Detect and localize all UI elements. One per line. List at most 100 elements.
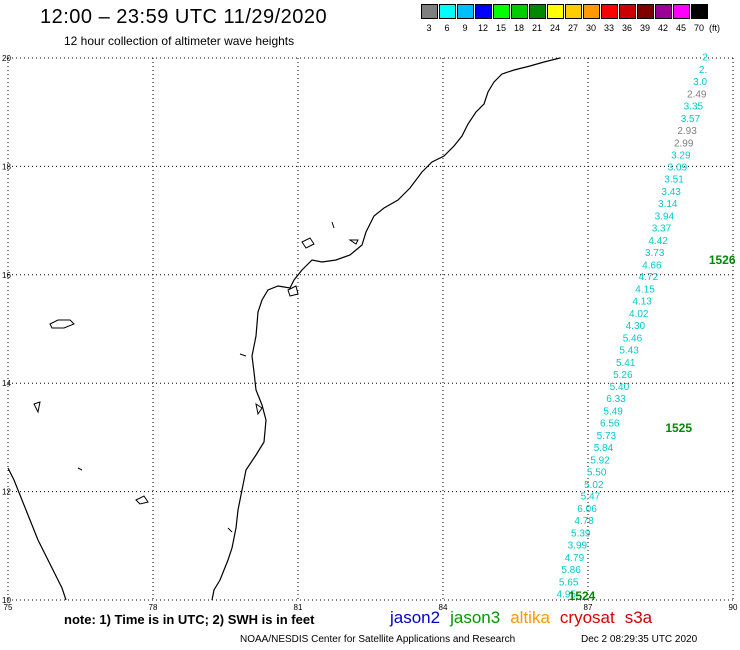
wave-height-value: 5.84	[594, 443, 614, 454]
wave-height-value: 3.09	[668, 163, 688, 174]
satellite-track: 4.955.655.864.793.995.39 4.786.065.475.02…	[557, 53, 711, 601]
wave-height-value: 5.41	[616, 358, 636, 369]
wave-height-value: 3.99	[568, 541, 588, 552]
wave-height-value: 4.72	[639, 272, 659, 283]
wave-height-value: 2.99	[674, 138, 694, 149]
wave-height-value: 6.33	[606, 394, 626, 405]
satellite-legend: jason2 jason3 altika cryosat s3a	[390, 608, 662, 628]
footer-credit: NOAA/NESDIS Center for Satellite Applica…	[240, 634, 516, 645]
wave-height-value: 3.57	[681, 114, 701, 125]
colorbar-swatch	[529, 4, 546, 19]
lat-tick-label: 16	[2, 271, 11, 280]
colorbar-swatch	[547, 4, 564, 19]
colorbar-label: 21	[531, 23, 542, 33]
island-shape	[239, 353, 247, 357]
lon-tick-label: 75	[4, 603, 13, 612]
colorbar-label: 70	[693, 23, 704, 33]
colorbar-label: 39	[639, 23, 650, 33]
legend-item-jason3: jason3	[450, 608, 501, 627]
wave-height-value: 5.50	[587, 467, 607, 478]
lat-tick-label: 20	[2, 54, 11, 63]
colorbar-swatch	[475, 4, 492, 19]
colorbar-swatch	[565, 4, 582, 19]
wave-height-value: 5.49	[603, 407, 623, 418]
colorbar-label: 36	[621, 23, 632, 33]
colorbar-swatch	[691, 4, 708, 19]
colorbar-swatch	[673, 4, 690, 19]
island-shape	[287, 285, 299, 297]
island-shape	[331, 221, 335, 229]
colorbar-label: 27	[567, 23, 578, 33]
colorbar-swatch	[493, 4, 510, 19]
wave-height-value: 3.37	[652, 223, 672, 234]
wave-height-value: 3.35	[684, 101, 704, 112]
pass-labels: 1524 1525 1526	[569, 253, 736, 603]
wave-height-value: 5.92	[590, 455, 610, 466]
colorbar-label: 33	[603, 23, 614, 33]
wave-height-value: 5.47	[581, 492, 601, 503]
pass-number-label: 1525	[665, 421, 692, 435]
wave-height-value: 5.02	[584, 480, 604, 491]
wave-height-value: 5.46	[623, 333, 643, 344]
wave-height-value: 5.86	[561, 565, 581, 576]
wave-height-value: 4.15	[635, 285, 655, 296]
wave-height-value: 3.0	[693, 77, 707, 88]
colorbar-label: 3	[426, 23, 432, 33]
india-east-coastline	[7, 57, 561, 601]
wave-height-value: 2.	[702, 53, 710, 64]
lat-tick-label: 14	[2, 379, 11, 388]
wave-height-value: 4.13	[632, 297, 652, 308]
legend-item-cryosat: cryosat	[559, 608, 615, 627]
colorbar-label: 45	[675, 23, 686, 33]
colorbar-label: 24	[549, 23, 560, 33]
coastline	[7, 57, 561, 601]
island-shape	[77, 467, 83, 471]
colorbar-swatch	[421, 4, 438, 19]
island-shape	[227, 527, 233, 533]
wave-height-value: 3.43	[661, 187, 681, 198]
colorbar-swatch	[511, 4, 528, 19]
pass-number-label: 1524	[569, 589, 596, 603]
pass-number-label: 1526	[709, 253, 736, 267]
colorbar-unit: (ft)	[709, 23, 720, 33]
axis-tick-labels: 75 78 81 84 87 90 10 12 14 16 18 20	[2, 54, 738, 612]
wave-height-value: 5.26	[613, 370, 633, 381]
wave-height-value: 6.06	[577, 504, 597, 515]
wave-height-value: 3.29	[671, 150, 691, 161]
colorbar-swatch	[619, 4, 636, 19]
island-shape	[348, 239, 359, 245]
wave-height-value: 3.51	[664, 175, 684, 186]
colorbar-swatch	[601, 4, 618, 19]
legend-item-s3a: s3a	[624, 608, 653, 627]
lon-tick-label: 78	[149, 603, 158, 612]
colorbar-label: 15	[495, 23, 506, 33]
colorbar-label: 12	[477, 23, 488, 33]
colorbar-label: 9	[462, 23, 468, 33]
wave-height-value: 5.43	[619, 345, 639, 356]
wave-height-value: 4.78	[574, 516, 594, 527]
colorbar-swatch	[457, 4, 474, 19]
wave-height-value: 4.42	[648, 236, 668, 247]
island-shape	[301, 237, 315, 249]
colorbar-swatch	[637, 4, 654, 19]
lon-tick-label: 81	[294, 603, 303, 612]
wave-height-value: 2.49	[687, 90, 707, 101]
footer-date: Dec 2 08:29:35 UTC 2020	[581, 634, 698, 645]
wave-height-value: 4.79	[565, 553, 585, 564]
lat-tick-label: 12	[2, 488, 11, 497]
lon-tick-label: 84	[439, 603, 448, 612]
wave-height-value: 3.14	[658, 199, 678, 210]
lat-tick-label: 18	[2, 162, 11, 171]
wave-height-value: 5.73	[597, 431, 617, 442]
legend-item-altika: altika	[510, 608, 550, 627]
island-shape	[49, 319, 75, 329]
wave-height-value: 4.02	[629, 309, 649, 320]
island-shape	[135, 495, 149, 505]
wave-height-value: 4.66	[642, 260, 662, 271]
wave-height-value: 5.39	[571, 529, 591, 540]
wave-height-value: 2.93	[677, 126, 697, 137]
wave-height-value: 6.56	[600, 419, 620, 430]
lon-tick-label: 87	[584, 603, 593, 612]
lat-tick-label: 10	[2, 596, 11, 605]
